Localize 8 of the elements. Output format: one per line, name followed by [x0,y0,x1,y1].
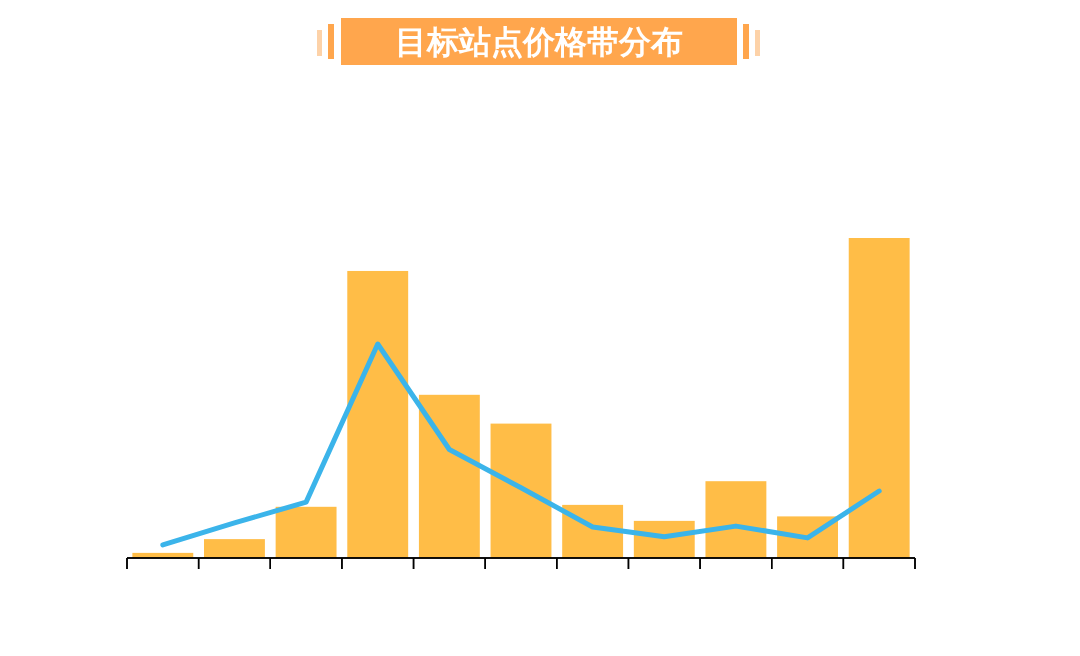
bar [347,270,409,558]
chart-title: 目标站点价格带分布 [395,23,683,61]
bar [418,394,480,558]
bar [490,423,552,558]
bar [848,238,910,558]
bar [275,506,337,558]
bar [204,539,265,558]
bar [705,481,767,558]
